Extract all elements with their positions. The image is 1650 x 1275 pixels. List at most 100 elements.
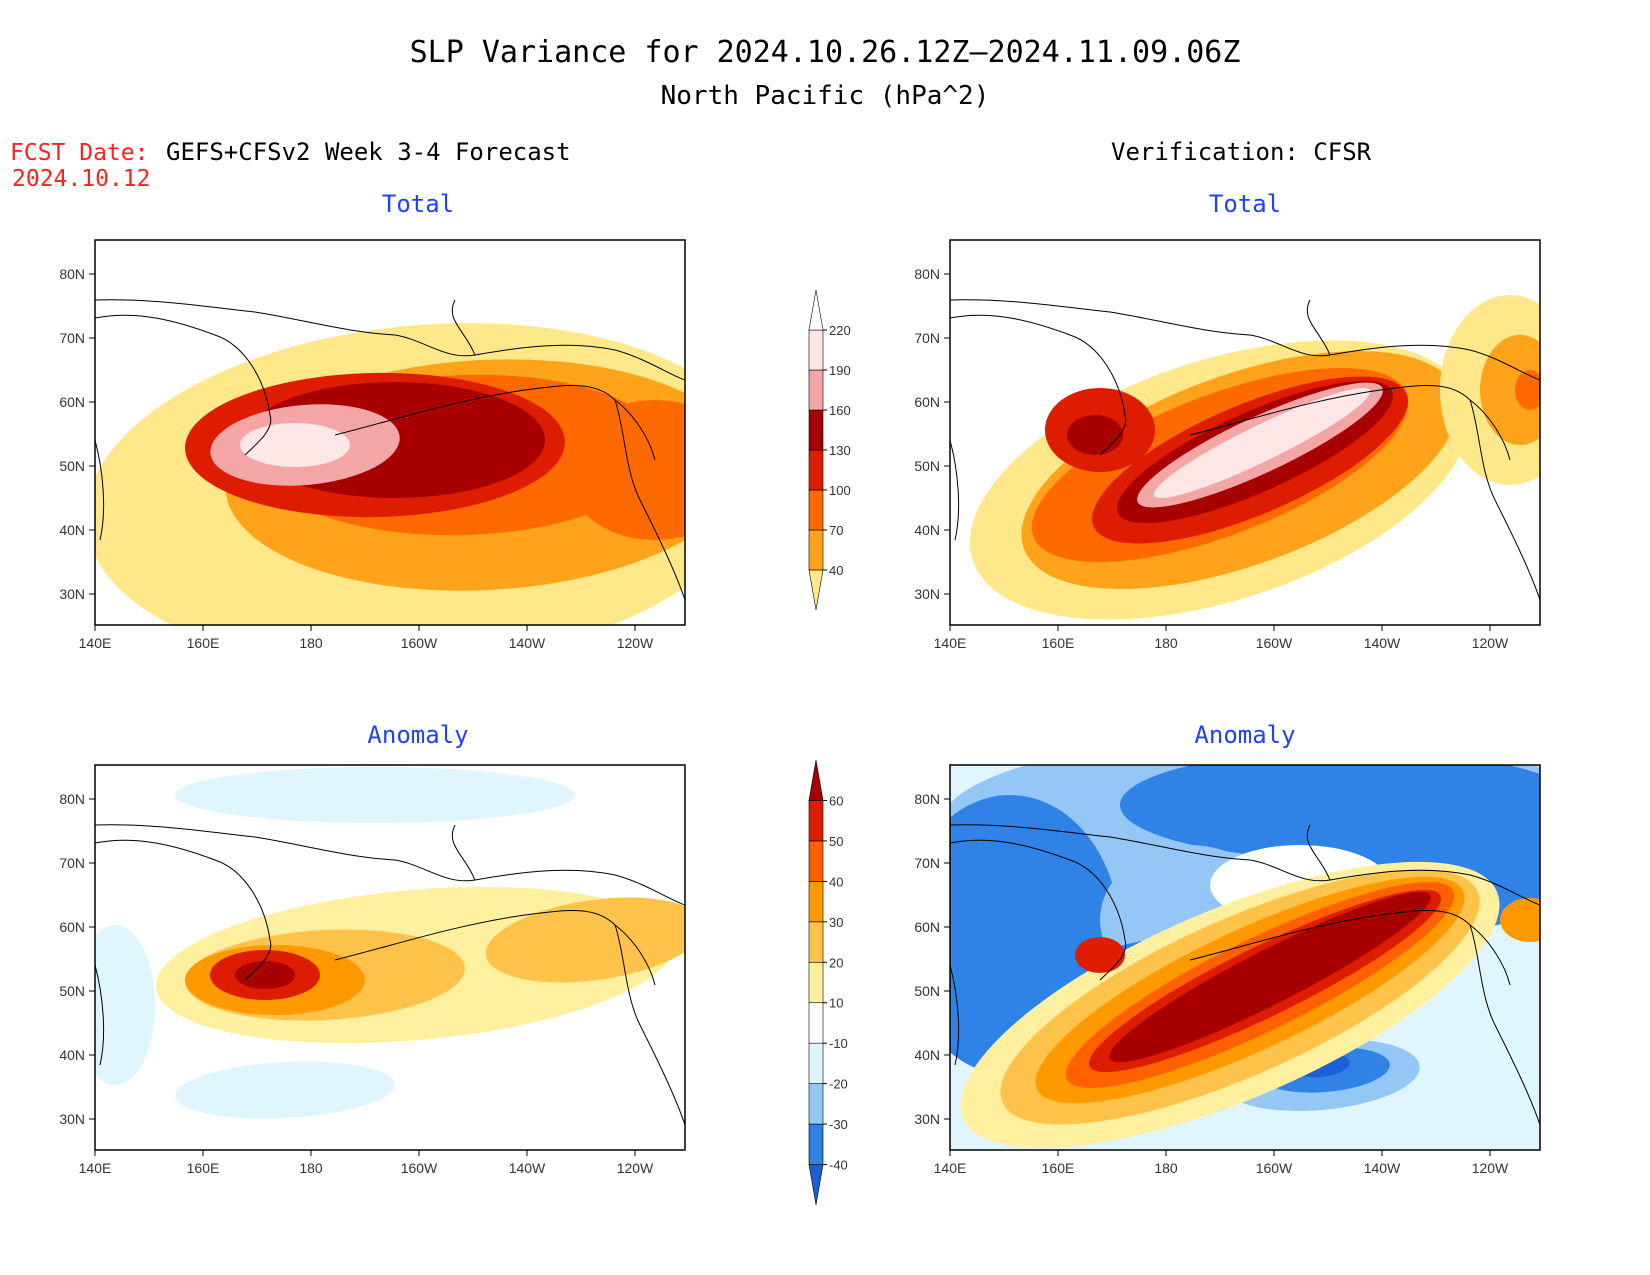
lat-label: 50N (914, 983, 940, 999)
contour-region (175, 767, 575, 823)
colorbar-label: 20 (829, 955, 843, 970)
contour-fill (95, 323, 685, 625)
lon-label: 120W (1472, 1160, 1509, 1176)
colorbar-label: 60 (829, 793, 843, 808)
fcst-date-value: 2024.10.12 (12, 166, 150, 192)
colorbar-label: 70 (829, 523, 843, 538)
lon-label: 160E (1042, 1160, 1075, 1176)
lon-label: 140E (934, 635, 967, 651)
colorbar-swatch (808, 759, 824, 801)
lat-label: 70N (914, 855, 940, 871)
verification-total-map: 80N 70N 60N 50N 40N 30N 140E 160E 180 160W 140W 120… (914, 239, 1541, 651)
forecast-total-map: 80N 70N 60N 50N 40N 30N 140E 160E 180 160W 140W 120… (59, 239, 686, 651)
colorbar-swatch (808, 1164, 824, 1206)
colorbar-label: 40 (829, 874, 843, 889)
lat-label: 60N (914, 394, 940, 410)
fcst-date-label: FCST Date: (10, 140, 148, 166)
colorbar-label: 130 (829, 443, 851, 458)
colorbar-swatch (808, 1123, 824, 1165)
verification-column-title: Verification: CFSR (1111, 138, 1372, 166)
lon-label: 160E (187, 635, 220, 651)
colorbar-swatch (808, 409, 824, 451)
lat-label: 70N (914, 330, 940, 346)
contour-region (175, 1061, 395, 1119)
colorbar-label: 40 (829, 563, 843, 578)
colorbar-label: -30 (829, 1117, 848, 1132)
colorbar-swatch (808, 369, 824, 411)
lon-label: 120W (617, 1160, 654, 1176)
lon-label: 180 (299, 1160, 323, 1176)
lon-label: 140W (509, 1160, 546, 1176)
forecast-column-title: GEFS+CFSv2 Week 3-4 Forecast (166, 138, 571, 166)
contour-region (1480, 335, 1540, 445)
lat-label: 80N (59, 266, 85, 282)
lon-label: 140W (1364, 1160, 1401, 1176)
colorbar-label: 190 (829, 363, 851, 378)
lat-label: 60N (914, 919, 940, 935)
lon-label: 160W (401, 1160, 438, 1176)
lon-label: 160W (1256, 1160, 1293, 1176)
contour-region (1109, 891, 1431, 1063)
colorbar-swatch (808, 800, 824, 842)
coastline (95, 299, 685, 601)
contour-region (1515, 370, 1540, 410)
contour-region (1500, 898, 1540, 942)
contour-region (565, 400, 685, 540)
colorbar-label: -10 (829, 1036, 848, 1051)
colorbar-swatch (808, 1083, 824, 1125)
lat-label: 30N (59, 1111, 85, 1127)
lon-label: 140E (79, 635, 112, 651)
forecast-anomaly-map: 80N 70N 60N 50N 40N 30N 140E 160E 180 160W 140W 120… (59, 764, 686, 1176)
colorbar-swatch (808, 569, 824, 611)
main-title: SLP Variance for 2024.10.26.12Z–2024.11.… (410, 35, 1241, 70)
lat-label: 40N (59, 522, 85, 538)
contour-region (95, 925, 155, 1085)
lon-label: 180 (1154, 635, 1178, 651)
colorbar-swatch (808, 449, 824, 491)
colorbar-swatch (808, 881, 824, 923)
lat-label: 50N (914, 458, 940, 474)
lon-label: 160W (401, 635, 438, 651)
contour-fill (950, 765, 1540, 1149)
lon-label: 120W (1472, 635, 1509, 651)
main-subtitle: North Pacific (hPa^2) (661, 81, 990, 111)
lon-label: 180 (1154, 1160, 1178, 1176)
colorbar-label: 160 (829, 403, 851, 418)
contour-fill (969, 295, 1540, 620)
colorbar-swatch (808, 289, 824, 331)
colorbar-label: 10 (829, 996, 843, 1011)
lat-label: 40N (914, 1047, 940, 1063)
lon-label: 160W (1256, 635, 1293, 651)
verification-total-title: Total (1209, 190, 1281, 218)
anomaly-colorbar: -40 -30 -20 -10 10 20 30 40 50 60 (808, 759, 848, 1206)
contour-region (235, 961, 295, 989)
forecast-anomaly-title: Anomaly (367, 721, 468, 749)
map-frame (94, 239, 686, 626)
contour-region (1075, 937, 1125, 973)
colorbar-swatch (808, 1002, 824, 1044)
lon-label: 140E (934, 1160, 967, 1176)
contour-region (485, 897, 685, 983)
lon-label: 140E (79, 1160, 112, 1176)
lat-label: 40N (914, 522, 940, 538)
forecast-total-title: Total (382, 190, 454, 218)
lat-label: 70N (59, 330, 85, 346)
lat-label: 50N (59, 458, 85, 474)
lon-label: 160E (1042, 635, 1075, 651)
lon-label: 140W (1364, 635, 1401, 651)
colorbar-label: 220 (829, 323, 851, 338)
lat-label: 60N (59, 919, 85, 935)
lat-label: 80N (914, 791, 940, 807)
coastline (950, 824, 1540, 1126)
coastline (950, 299, 1540, 601)
lat-label: 60N (59, 394, 85, 410)
lon-label: 140W (509, 635, 546, 651)
contour-region (1067, 415, 1123, 455)
lon-label: 180 (299, 635, 323, 651)
contour-region (240, 423, 350, 467)
map-frame (94, 764, 686, 1151)
lat-label: 70N (59, 855, 85, 871)
colorbar-swatch (808, 840, 824, 882)
lat-label: 30N (914, 1111, 940, 1127)
